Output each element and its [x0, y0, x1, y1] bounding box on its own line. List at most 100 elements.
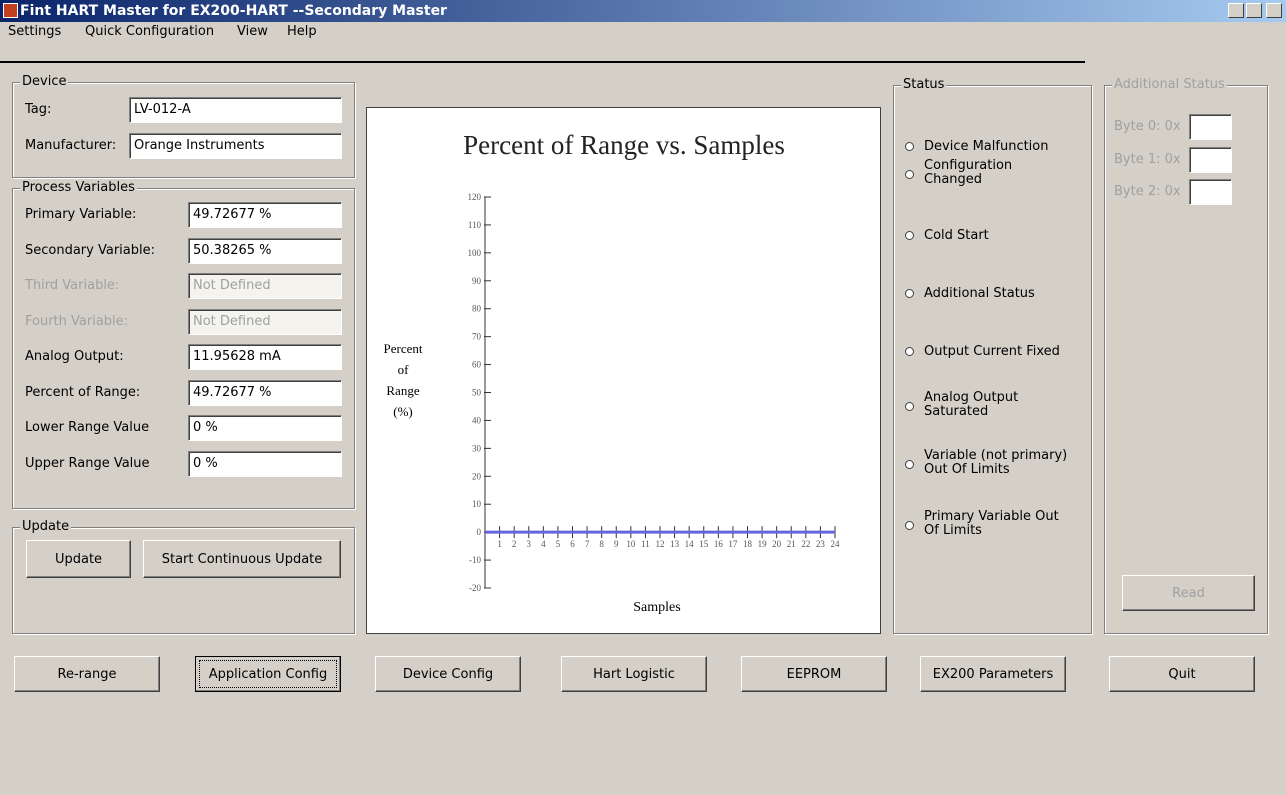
device-group-legend: Device: [20, 74, 69, 89]
x-tick-label: 11: [641, 539, 650, 549]
maximize-button[interactable]: [1246, 3, 1262, 18]
x-tick-label: 17: [728, 539, 738, 549]
button[interactable]: EEPROM: [741, 656, 887, 692]
status-label: Primary Variable Out Of Limits: [924, 509, 1059, 538]
x-tick-label: 8: [599, 539, 604, 549]
x-tick-label: 3: [527, 539, 532, 549]
x-tick-label: 2: [512, 539, 517, 549]
title-bar: Fint HART Master for EX200-HART --Second…: [0, 0, 1286, 22]
text-box[interactable]: 11.95628 mA: [188, 344, 342, 370]
field-label: Byte 1: 0x: [1114, 151, 1181, 167]
x-tick-label: 13: [670, 539, 680, 549]
text-box[interactable]: [1189, 146, 1232, 173]
text-box[interactable]: 49.72677 %: [188, 202, 342, 228]
device-group: [12, 82, 355, 178]
button[interactable]: Hart Logistic: [561, 656, 707, 692]
status-label: Output Current Fixed: [924, 344, 1060, 359]
status-indicator: [905, 231, 914, 240]
button[interactable]: Update: [26, 540, 131, 578]
status-label: Analog Output Saturated: [924, 390, 1019, 419]
menu-separator: [0, 61, 1085, 63]
status-label: Device Malfunction: [924, 139, 1049, 154]
text-box[interactable]: [1189, 114, 1232, 140]
y-tick-label: 80: [472, 304, 482, 314]
text-box[interactable]: 49.72677 %: [188, 379, 342, 406]
button: Read: [1122, 575, 1255, 611]
text-box[interactable]: 0 %: [188, 415, 342, 441]
y-tick-label: 100: [468, 248, 482, 258]
x-tick-label: 20: [772, 539, 782, 549]
y-axis-label: of: [398, 362, 410, 377]
x-tick-label: 14: [685, 539, 695, 549]
x-tick-label: 10: [626, 539, 636, 549]
x-tick-label: 1: [497, 539, 502, 549]
button[interactable]: Start Continuous Update: [143, 540, 341, 578]
text-box[interactable]: 50.38265 %: [188, 237, 342, 264]
button[interactable]: Device Config: [375, 656, 521, 692]
x-tick-label: 4: [541, 539, 546, 549]
button[interactable]: Quit: [1109, 656, 1255, 692]
y-tick-label: -10: [469, 555, 481, 565]
chart-title: Percent of Range vs. Samples: [463, 130, 785, 160]
text-box[interactable]: Orange Instruments: [129, 133, 342, 159]
menu-item[interactable]: View: [237, 24, 268, 39]
x-tick-label: 24: [831, 539, 841, 549]
text-box[interactable]: [1189, 179, 1232, 205]
y-tick-label: 40: [472, 415, 482, 425]
y-tick-label: 90: [472, 276, 482, 286]
text-box: Not Defined: [188, 308, 342, 335]
y-axis-label: (%): [393, 404, 413, 419]
x-tick-label: 21: [787, 539, 796, 549]
x-tick-label: 23: [816, 539, 826, 549]
button[interactable]: Application Config: [195, 656, 341, 692]
status-indicator: [905, 142, 914, 151]
field-label: Upper Range Value: [25, 455, 150, 471]
status-label: Configuration Changed: [924, 158, 1013, 187]
text-box[interactable]: LV-012-A: [129, 97, 342, 123]
menu-item[interactable]: Settings: [8, 24, 62, 39]
status-indicator: [905, 347, 914, 356]
x-tick-label: 22: [801, 539, 810, 549]
process-variables-group: [12, 188, 355, 509]
status-group: [893, 85, 1092, 634]
status-indicator: [905, 402, 914, 411]
x-tick-label: 18: [743, 539, 753, 549]
x-tick-label: 9: [614, 539, 619, 549]
y-tick-label: 30: [472, 443, 482, 453]
x-tick-label: 6: [570, 539, 575, 549]
y-axis-label: Percent: [384, 341, 423, 356]
close-button[interactable]: [1266, 3, 1282, 18]
y-tick-label: -20: [469, 583, 481, 593]
y-tick-label: 0: [477, 527, 482, 537]
text-box[interactable]: 0 %: [188, 450, 342, 477]
menu-item[interactable]: Help: [287, 24, 317, 39]
status-indicator: [905, 521, 914, 530]
chart-panel: Percent of Range vs. Samples Percent of Ran…: [366, 107, 881, 634]
process-variables-group-legend: Process Variables: [20, 180, 137, 195]
y-tick-label: 70: [472, 332, 482, 342]
text-box: Not Defined: [188, 273, 342, 299]
y-tick-label: 50: [472, 388, 482, 398]
minimize-button[interactable]: [1228, 3, 1244, 18]
x-tick-label: 19: [758, 539, 768, 549]
button[interactable]: EX200 Parameters: [920, 656, 1066, 692]
status-label: Cold Start: [924, 228, 989, 243]
field-label: Percent of Range:: [25, 384, 141, 400]
x-tick-label: 5: [556, 539, 561, 549]
field-label: Secondary Variable:: [25, 242, 155, 258]
y-tick-label: 20: [472, 471, 482, 481]
field-label: Tag:: [25, 102, 52, 117]
update-group: [12, 527, 355, 634]
field-label: Lower Range Value: [25, 420, 150, 435]
x-tick-label: 7: [585, 539, 590, 549]
status-indicator: [905, 170, 914, 179]
menu-item[interactable]: Quick Configuration: [85, 24, 215, 39]
button[interactable]: Re-range: [14, 656, 160, 692]
app-icon: [3, 3, 18, 18]
status-indicator: [905, 460, 914, 469]
chart: Percent of Range vs. Samples Percent of Ran…: [384, 130, 841, 615]
x-tick-label: 16: [714, 539, 724, 549]
field-label: Byte 0: 0x: [1114, 119, 1181, 134]
field-label: Third Variable:: [25, 278, 120, 293]
